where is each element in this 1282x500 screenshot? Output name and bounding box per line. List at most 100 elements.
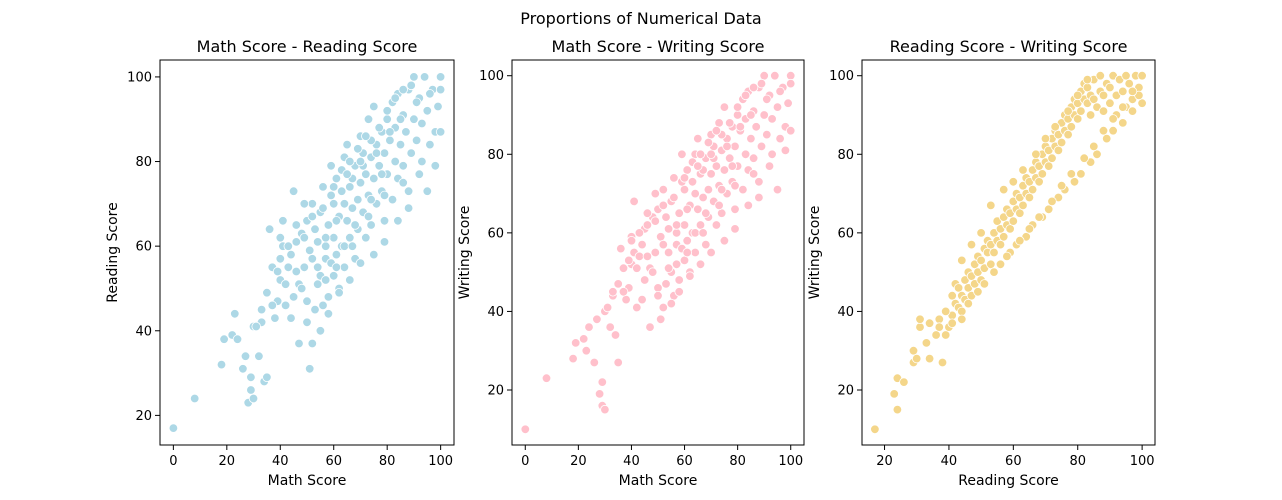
data-point (318, 300, 328, 311)
data-point (634, 228, 645, 238)
data-point (302, 296, 312, 306)
data-point (1082, 82, 1093, 93)
data-point (754, 177, 764, 187)
data-point (870, 424, 880, 435)
data-point (307, 199, 318, 209)
data-point (1015, 235, 1025, 246)
scatter-points (168, 72, 446, 433)
data-point (1050, 122, 1060, 132)
data-point (1082, 74, 1093, 85)
data-point (1015, 208, 1025, 218)
data-point (299, 199, 310, 209)
data-point (411, 135, 422, 146)
data-point (597, 377, 608, 387)
y-axis-label: Writing Score (457, 206, 473, 300)
data-point (401, 127, 411, 137)
data-point (398, 84, 408, 95)
data-point (315, 326, 326, 336)
data-point (608, 287, 618, 297)
data-point (430, 161, 441, 171)
data-point (772, 184, 783, 195)
data-point (1118, 102, 1128, 112)
data-point (379, 216, 390, 226)
data-point (634, 251, 645, 262)
data-point (1121, 70, 1131, 81)
data-point (251, 321, 261, 332)
x-tick-label: 80 (379, 454, 396, 469)
data-point (1105, 98, 1115, 108)
data-point (706, 169, 716, 179)
data-point (417, 118, 427, 129)
data-point (915, 322, 925, 332)
data-point (653, 291, 663, 301)
data-point (732, 110, 743, 120)
data-point (690, 188, 700, 199)
data-point (613, 357, 623, 368)
data-point (756, 78, 767, 89)
data-point (1085, 110, 1096, 120)
data-point (786, 78, 796, 89)
data-point (571, 338, 581, 348)
data-point (366, 194, 376, 205)
data-point (425, 139, 435, 150)
data-point (1024, 224, 1035, 234)
data-point (1063, 106, 1073, 116)
plot-frame (511, 59, 805, 446)
y-tick-label: 20 (837, 384, 854, 399)
data-point (698, 228, 708, 238)
data-point (703, 137, 714, 148)
data-point (345, 182, 355, 192)
data-point (406, 80, 416, 91)
data-point (395, 114, 406, 124)
data-point (658, 200, 669, 211)
data-point (353, 194, 363, 205)
data-point (642, 220, 653, 230)
data-point (714, 118, 724, 128)
data-point (1005, 224, 1015, 234)
data-point (395, 139, 406, 150)
data-point (347, 241, 358, 251)
y-tick-label: 20 (135, 409, 152, 424)
data-point (732, 102, 743, 112)
data-point (1002, 251, 1012, 262)
data-point (783, 98, 793, 108)
data-point (706, 247, 716, 258)
data-point (973, 287, 983, 297)
data-point (979, 279, 990, 289)
data-point (693, 133, 703, 144)
data-point (957, 255, 967, 266)
data-point (717, 208, 727, 218)
y-tick-label: 40 (487, 305, 504, 320)
data-point (989, 267, 999, 277)
data-point (677, 149, 687, 160)
data-point (908, 346, 919, 356)
data-point (422, 186, 433, 196)
data-point (621, 294, 631, 305)
data-point (685, 271, 695, 281)
data-point (371, 148, 382, 158)
data-point (780, 145, 791, 156)
y-tick-label: 80 (837, 148, 854, 163)
data-point (722, 141, 732, 152)
data-point (674, 208, 684, 218)
data-point (307, 254, 318, 264)
data-point (695, 259, 706, 270)
data-point (695, 149, 706, 160)
x-tick-label: 20 (219, 454, 236, 469)
data-point (435, 84, 446, 95)
data-point (275, 254, 286, 264)
data-point (1089, 94, 1099, 105)
data-point (1092, 149, 1102, 160)
data-point (698, 192, 708, 203)
data-point (613, 279, 623, 289)
data-point (433, 101, 443, 112)
data-point (759, 110, 769, 120)
data-point (355, 177, 366, 188)
data-point (1008, 216, 1019, 226)
data-point (743, 200, 754, 211)
data-point (345, 156, 355, 167)
data-point (671, 259, 682, 270)
subplot-title: Math Score - Writing Score (552, 37, 765, 56)
data-point (342, 216, 352, 226)
data-point (435, 127, 446, 137)
